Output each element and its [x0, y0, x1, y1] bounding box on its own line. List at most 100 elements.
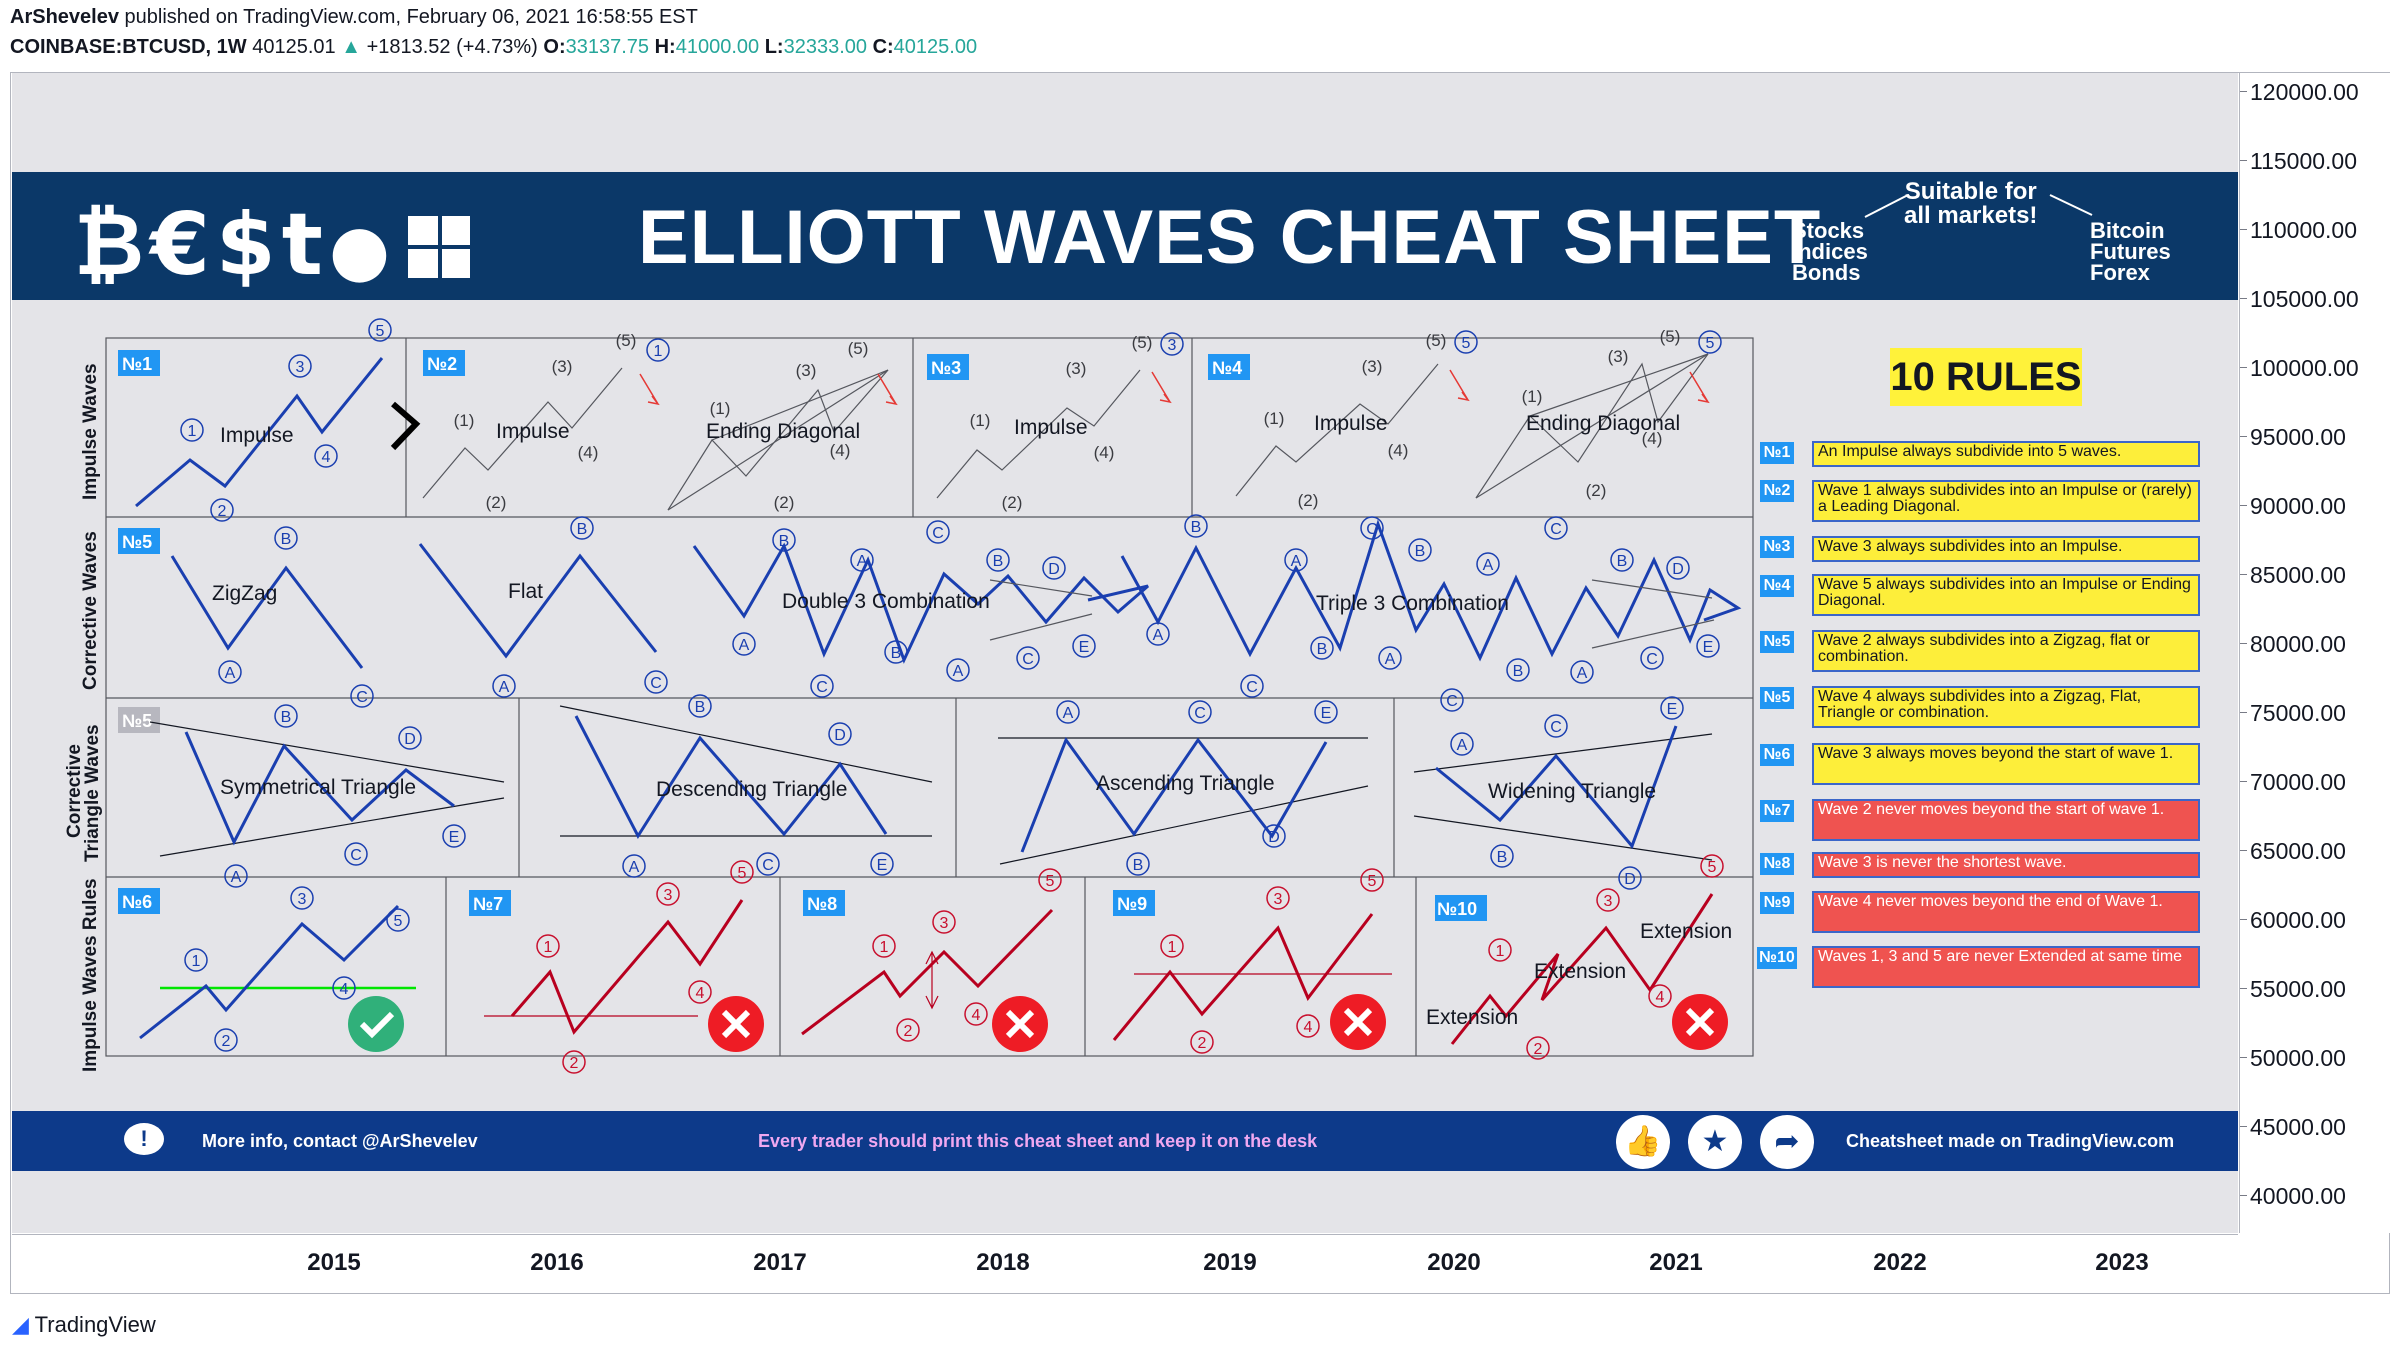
wave-marker: 2 [222, 1033, 231, 1050]
subwave-marker: (1) [970, 411, 991, 430]
panel-badge-3: №3 [927, 354, 969, 380]
tradingview-logo[interactable]: ◢ TradingView [12, 1312, 156, 1338]
publish-date: published on TradingView.com, February 0… [124, 6, 698, 28]
low-value: 32333.00 [783, 36, 867, 58]
diagonal-trendline [711, 369, 889, 441]
wave-marker: A [231, 869, 242, 886]
banner-connector [1864, 194, 1909, 218]
row-label-corrective: Corrective Waves [80, 531, 101, 690]
wave-marker: B [1513, 663, 1524, 680]
cross-icon [708, 996, 764, 1052]
label-zigzag: ZigZag [212, 582, 277, 605]
badge-text: №10 [1437, 899, 1477, 919]
invalid-wave-marker: 2 [904, 1023, 913, 1040]
wave-marker: B [281, 531, 292, 548]
wave-marker: C [1194, 705, 1206, 722]
share-icon[interactable]: ➦ [1760, 1115, 1814, 1169]
rule-text: Waves 1, 3 and 5 are never Extended at s… [1812, 946, 2200, 988]
price-tick: 105000.00 [2240, 286, 2359, 312]
contact-text[interactable]: More info, contact @ArShevelev [202, 1131, 478, 1151]
wave-marker: B [993, 553, 1004, 570]
subwave-marker: (3) [1066, 359, 1087, 378]
row-label-rules: Impulse Waves Rules [80, 878, 101, 1072]
wave-marker: C [1246, 679, 1258, 696]
wave-marker: 3 [1168, 337, 1177, 354]
diagonal-trendline [667, 369, 889, 511]
wave-marker: C [1646, 651, 1658, 668]
invalid-rule10-line [1450, 893, 1714, 1045]
wave-marker: B [1415, 543, 1426, 560]
time-tick: 2017 [753, 1249, 807, 1276]
symbol-name[interactable]: COINBASE:BTCUSD, 1W [10, 36, 247, 58]
descending-upper-line [559, 705, 933, 783]
slogan-text: Every trader should print this cheat she… [758, 1131, 1318, 1151]
thumbs-up-icon[interactable]: 👍 [1616, 1115, 1670, 1169]
invalid-wave-marker: 3 [1604, 893, 1613, 910]
diagonal-trendline [1475, 353, 1709, 499]
close-label: C: [872, 36, 894, 58]
wave-marker: D [1672, 561, 1684, 578]
subwave-marker: (3) [552, 357, 573, 376]
low-label: L: [764, 36, 784, 58]
zigzag-line [170, 555, 364, 669]
flat-line [418, 543, 658, 659]
wave-marker: D [1268, 829, 1280, 846]
high-value: 41000.00 [675, 36, 760, 58]
panel-badge-6: №6 [118, 888, 160, 914]
wave-marker: B [1133, 857, 1144, 874]
rule-number: №8 [1760, 853, 1794, 875]
double-three-line [692, 542, 1149, 664]
invalid-rule8-line [801, 908, 1054, 1036]
subwave-marker: (2) [1002, 493, 1023, 512]
price-tick: 85000.00 [2240, 562, 2346, 588]
invalid-wave-marker: 2 [1198, 1035, 1207, 1052]
wave-marker: B [1191, 519, 1202, 536]
market-label: Futures [2090, 239, 2171, 264]
rule-text: Wave 2 never moves beyond the start of w… [1812, 799, 2200, 841]
price-tick: 95000.00 [2240, 424, 2346, 450]
star-icon[interactable]: ★ [1688, 1115, 1742, 1169]
footer-banner: ! More info, contact @ArShevelev Every t… [12, 1111, 2238, 1171]
label-ending-diagonal: Ending Diagonal [1526, 412, 1680, 435]
invalid-wave-marker: 3 [664, 887, 673, 904]
ascending-lower-line [999, 785, 1369, 865]
cheat-sheet-banner: ₿€$t● ELLIOTT WAVES CHEAT SHEET Stocks I… [12, 172, 2238, 300]
invalid-wave-marker: 4 [1656, 989, 1665, 1006]
triple-three-line [1120, 519, 1742, 662]
time-tick: 2022 [1873, 1249, 1927, 1276]
down-arrow-icon [877, 373, 898, 406]
wave-marker: D [404, 731, 416, 748]
down-arrow-icon [1689, 371, 1710, 404]
wave-marker: A [953, 663, 964, 680]
panel-grid-outline [105, 337, 1754, 1057]
invalid-wave-marker: 5 [1708, 859, 1717, 876]
invalid-wave-marker: 1 [544, 939, 553, 956]
check-icon [348, 996, 404, 1052]
subwave-marker: (2) [1586, 481, 1607, 500]
subwave-marker: (5) [616, 331, 637, 350]
price-tick: 70000.00 [2240, 769, 2346, 795]
wave-marker: 1 [192, 953, 201, 970]
subwave-marker: (1) [454, 411, 475, 430]
wave-marker: B [281, 709, 292, 726]
price-axis[interactable]: 120000.00 115000.00 110000.00 105000.00 … [2239, 73, 2390, 1233]
author-name[interactable]: ArShevelev [10, 6, 119, 28]
banner-connector [2049, 194, 2093, 216]
sheet-title: ELLIOTT WAVES CHEAT SHEET [638, 195, 1822, 280]
label-extension: Extension [1534, 960, 1626, 983]
time-axis[interactable]: 2015 2016 2017 2018 2019 2020 2021 2022 … [12, 1234, 2238, 1293]
triangle-trendline [1591, 619, 1715, 649]
subwave-marker: (5) [1660, 327, 1681, 346]
up-arrow-icon: ▲ [341, 36, 362, 58]
subwave-marker: (3) [1608, 347, 1629, 366]
chat-icon[interactable]: ! [124, 1123, 164, 1155]
badge-text: №8 [807, 894, 837, 914]
diagonal-trendline [1529, 353, 1709, 417]
panel-badge-9: №9 [1113, 890, 1155, 916]
rule-text: Wave 4 always subdivides into a Zigzag, … [1812, 686, 2200, 728]
rule-text: Wave 3 is never the shortest wave. [1812, 852, 2200, 878]
subwave-marker: (5) [1426, 331, 1447, 350]
wave-marker: A [739, 637, 750, 654]
impulse-subwave-line [936, 369, 1141, 499]
